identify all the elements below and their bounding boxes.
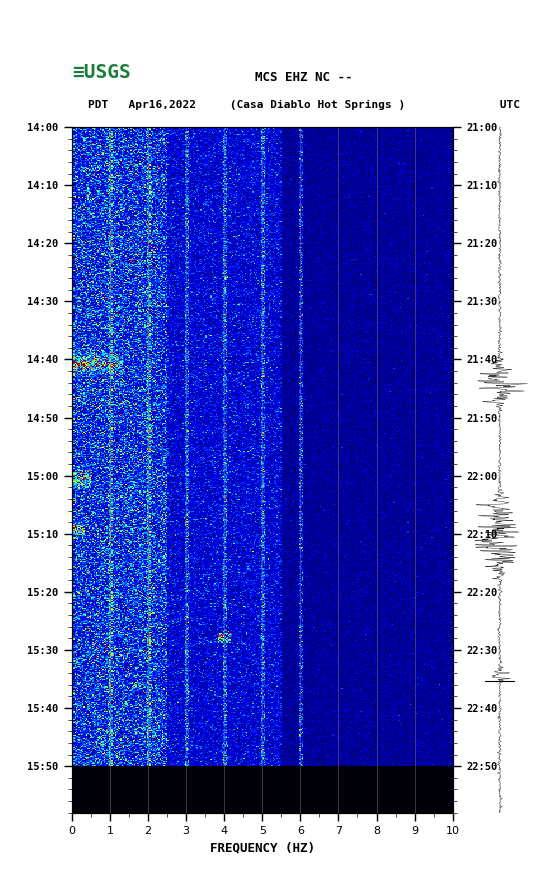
Text: ≡USGS: ≡USGS [72, 63, 130, 81]
X-axis label: FREQUENCY (HZ): FREQUENCY (HZ) [210, 841, 315, 855]
Text: PDT   Apr16,2022     (Casa Diablo Hot Springs )              UTC: PDT Apr16,2022 (Casa Diablo Hot Springs … [88, 100, 519, 110]
Text: MCS EHZ NC --: MCS EHZ NC -- [255, 71, 352, 84]
